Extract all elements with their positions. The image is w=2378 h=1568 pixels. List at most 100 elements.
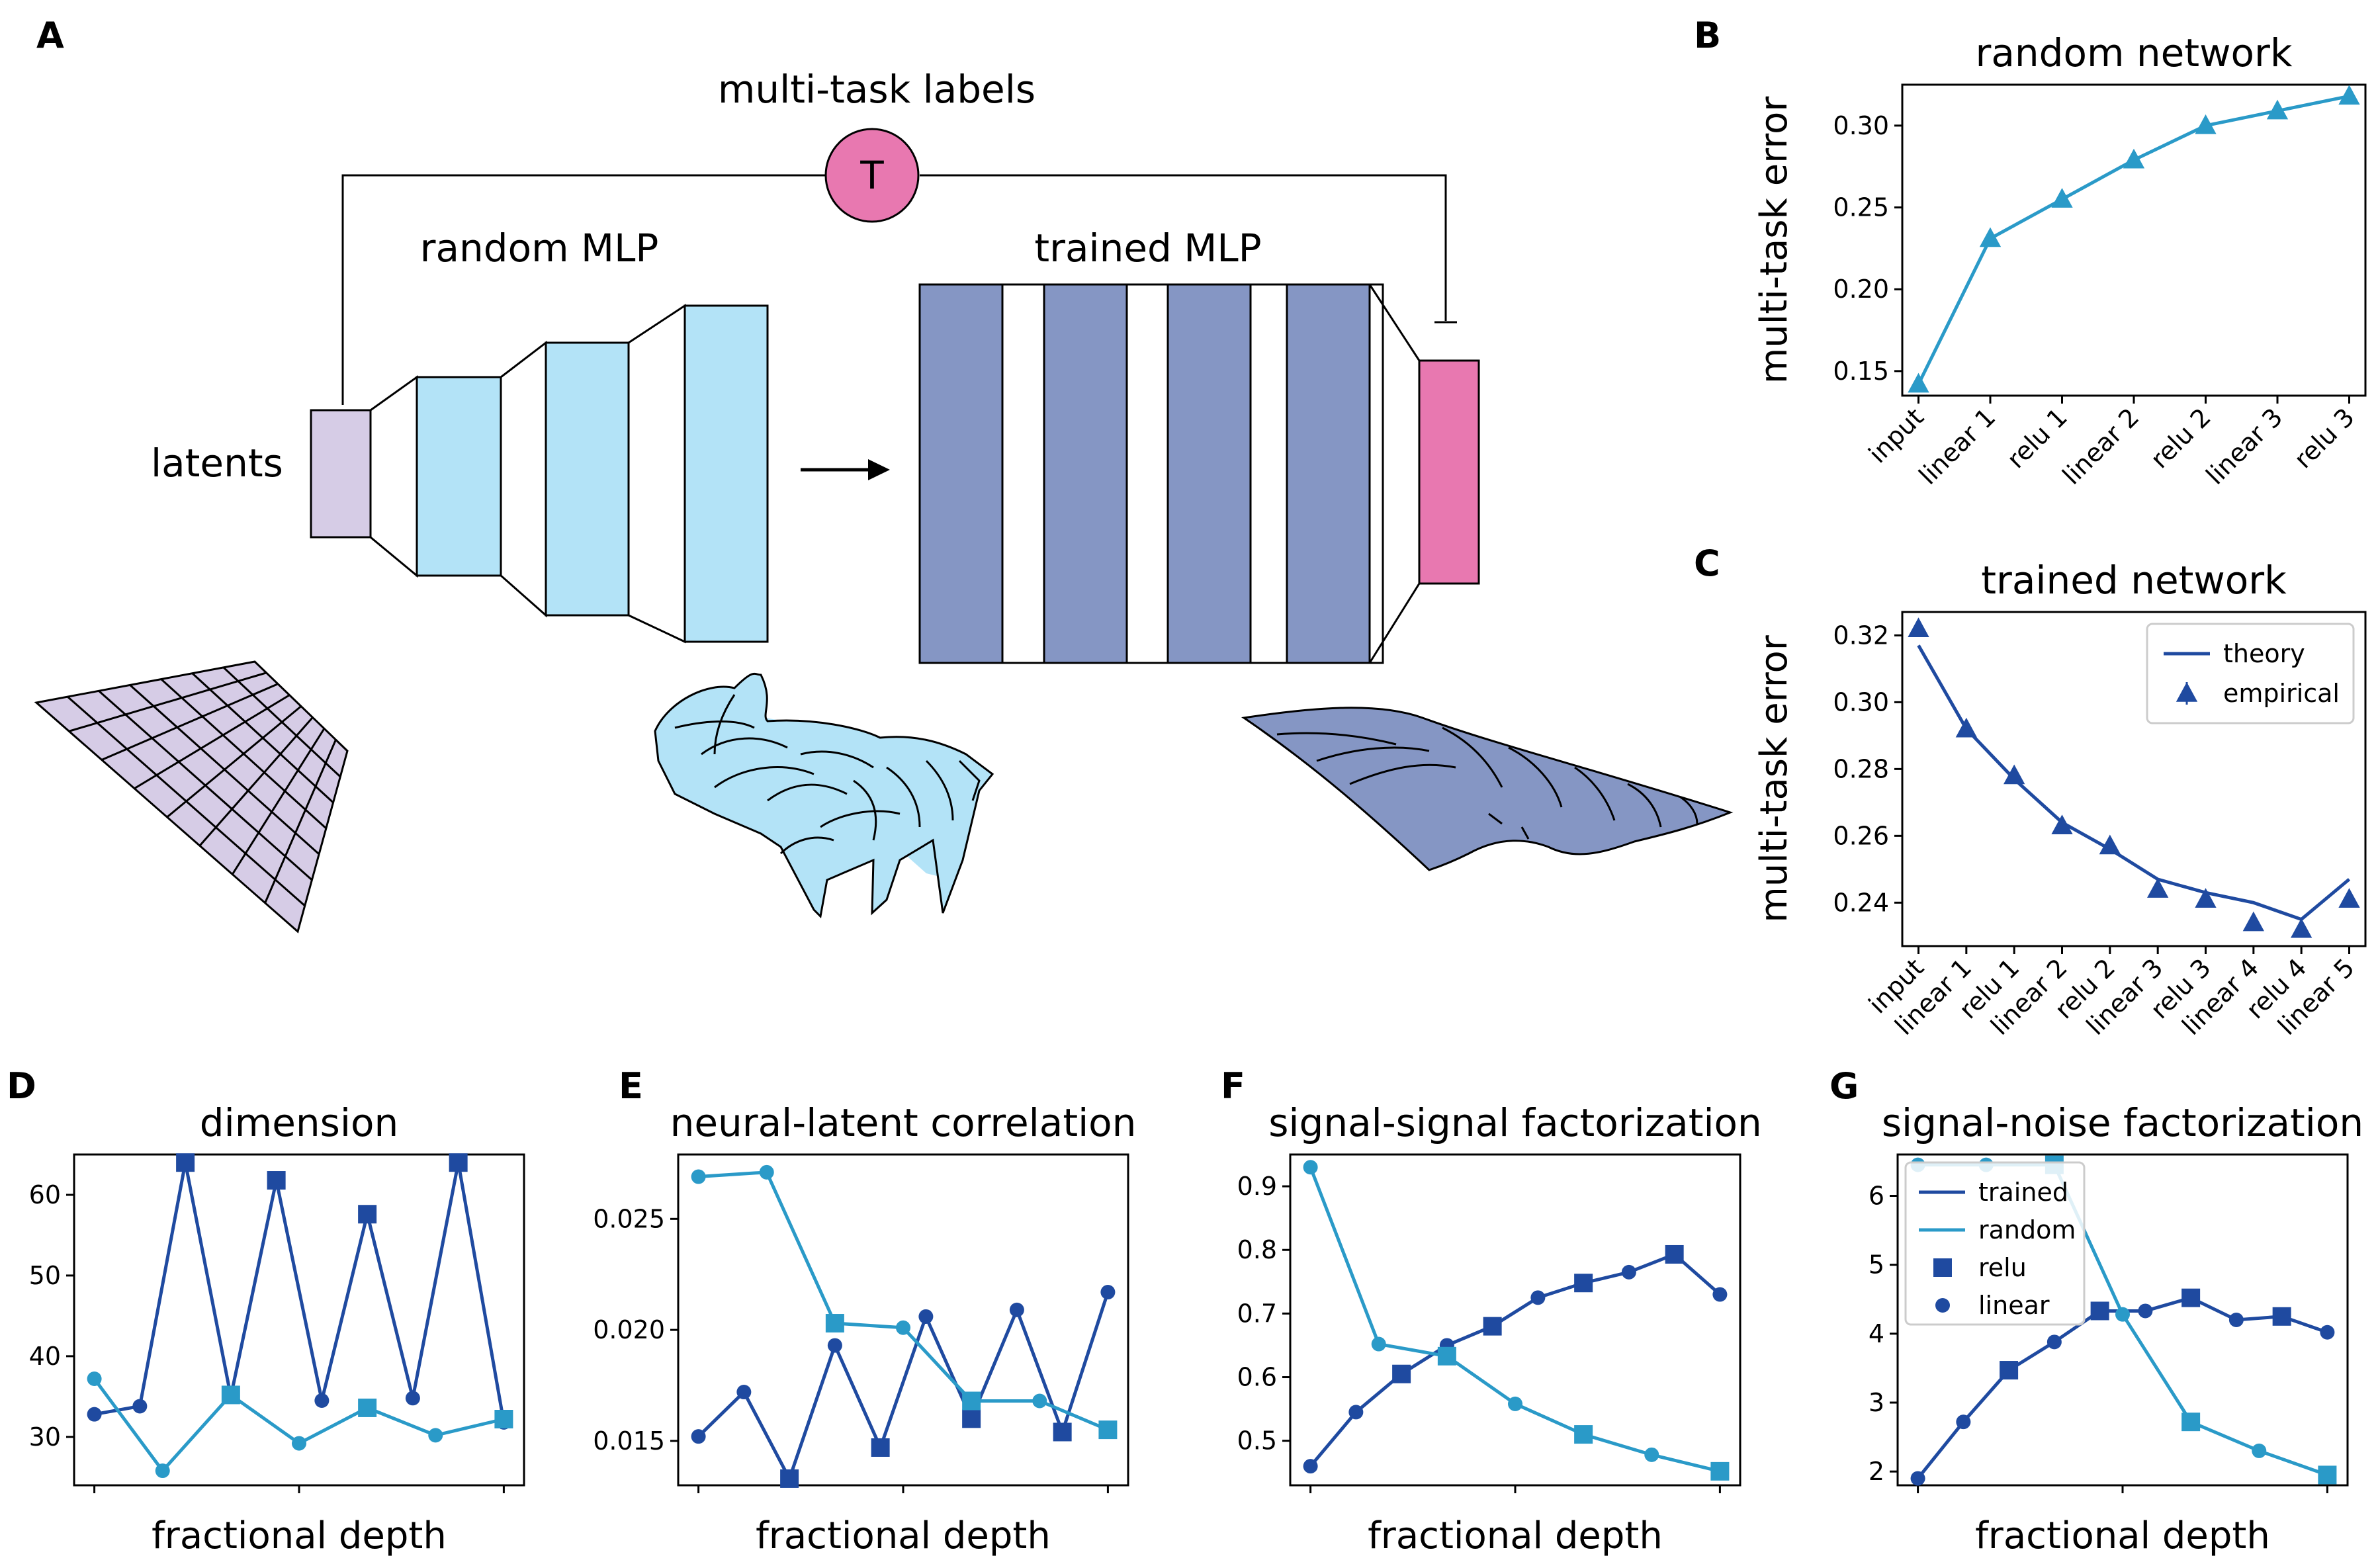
chart-title: neural-latent correlation bbox=[670, 1100, 1137, 1145]
trained-linear-point bbox=[314, 1393, 330, 1408]
x-tick-label: relu 3 bbox=[2289, 402, 2360, 474]
y-tick-label: 0.20 bbox=[1833, 275, 1889, 304]
y-tick-label: 0.5 bbox=[1237, 1426, 1277, 1456]
trained-linear-point bbox=[132, 1399, 148, 1414]
random-line bbox=[93, 1377, 504, 1473]
theory-line bbox=[1917, 644, 2351, 922]
random-linear-point bbox=[1032, 1393, 1047, 1409]
trained-linear-point bbox=[1303, 1459, 1318, 1474]
empirical-point bbox=[1908, 617, 1929, 637]
y-tick-label: 5 bbox=[1869, 1250, 1884, 1280]
x-axis-label: fractional depth bbox=[756, 1514, 1051, 1557]
y-tick-label: 0.15 bbox=[1833, 357, 1889, 386]
empirical-point bbox=[2051, 814, 2073, 834]
data-point bbox=[2266, 99, 2289, 120]
random-relu-point bbox=[2181, 1413, 2201, 1432]
random-relu-point bbox=[2318, 1465, 2337, 1485]
random-layer-1 bbox=[416, 376, 502, 577]
trained-linear-point bbox=[1100, 1285, 1116, 1300]
y-tick-label: 0.30 bbox=[1833, 687, 1889, 717]
random-connector-1 bbox=[369, 375, 418, 578]
latent-grid-line bbox=[198, 717, 314, 847]
y-tick-label: 0.8 bbox=[1237, 1235, 1277, 1264]
data-point bbox=[2338, 85, 2360, 105]
random-linear-point bbox=[292, 1436, 306, 1451]
y-tick-label: 60 bbox=[29, 1180, 61, 1209]
random-linear-point bbox=[759, 1164, 774, 1180]
trained-linear-point bbox=[827, 1338, 842, 1353]
y-tick-label: 50 bbox=[29, 1261, 61, 1290]
trained-relu-point bbox=[1665, 1244, 1684, 1264]
legend-label: linear bbox=[1978, 1291, 2050, 1320]
legend-marker-linear bbox=[1935, 1298, 1950, 1313]
trained-relu-point bbox=[962, 1409, 981, 1428]
latent-to-label-line bbox=[341, 174, 827, 405]
empirical-point bbox=[2195, 888, 2217, 908]
panel-label-a: A bbox=[36, 15, 64, 56]
y-tick-label: 0.9 bbox=[1237, 1172, 1277, 1201]
trained-line bbox=[697, 1291, 1110, 1483]
trained-linear-point bbox=[2320, 1325, 2335, 1340]
axes-frame bbox=[1901, 611, 2367, 947]
legend-label: relu bbox=[1978, 1253, 2027, 1282]
random-relu-point bbox=[221, 1385, 240, 1405]
chart-title: dimension bbox=[200, 1100, 398, 1145]
latent-layer bbox=[310, 409, 372, 539]
trained-relu-point bbox=[1574, 1274, 1593, 1293]
y-tick-label: 2 bbox=[1869, 1457, 1884, 1486]
panel-label-b: B bbox=[1694, 15, 1721, 56]
random-relu-point bbox=[1437, 1346, 1456, 1366]
trained-linear-point bbox=[736, 1385, 752, 1400]
x-tick-label: relu 2 bbox=[2145, 402, 2217, 474]
latent-grid-line bbox=[68, 672, 267, 732]
trained-relu-point bbox=[1483, 1317, 1502, 1336]
trained-relu-point bbox=[2090, 1301, 2109, 1321]
legend-label-empirical: empirical bbox=[2223, 679, 2340, 708]
empirical-point bbox=[1955, 717, 1977, 738]
trained-linear-point bbox=[1530, 1290, 1546, 1305]
data-point bbox=[1979, 227, 2002, 247]
panel-label-e: E bbox=[619, 1065, 643, 1107]
x-tick-label: linear 1 bbox=[1914, 402, 2002, 490]
random-connector-2 bbox=[500, 340, 547, 618]
random-mlp-text: random MLP bbox=[420, 226, 659, 271]
trained-layer-4 bbox=[1286, 283, 1371, 664]
legend-box bbox=[2146, 623, 2355, 724]
random-relu-point bbox=[494, 1410, 513, 1428]
trained-linear-point bbox=[2228, 1313, 2244, 1327]
y-tick-label: 0.25 bbox=[1833, 193, 1889, 222]
random-linear-point bbox=[1508, 1396, 1522, 1411]
y-tick-label: 3 bbox=[1869, 1388, 1884, 1417]
x-tick-label: input bbox=[1863, 402, 1929, 468]
trained-linear-point bbox=[918, 1309, 934, 1324]
latent-grid-line bbox=[134, 694, 290, 790]
y-tick-label: 40 bbox=[29, 1342, 61, 1371]
architecture-diagram: T multi-task labels random MLP trained M… bbox=[34, 67, 1734, 934]
random-linear-point bbox=[87, 1372, 102, 1387]
random-linear-point bbox=[691, 1169, 706, 1184]
trained-relu-point bbox=[358, 1205, 377, 1224]
axes-frame bbox=[73, 1153, 525, 1487]
random-linear-point bbox=[896, 1320, 910, 1335]
random-connector-3 bbox=[627, 304, 686, 644]
y-axis-label: multi-task error bbox=[1753, 96, 1796, 384]
y-tick-label: 6 bbox=[1869, 1182, 1884, 1211]
output-layer bbox=[1418, 359, 1480, 585]
random-linear-point bbox=[1303, 1160, 1318, 1175]
trained-line bbox=[94, 1162, 506, 1423]
empirical-point bbox=[2242, 911, 2264, 932]
legend-marker-relu bbox=[1933, 1258, 1952, 1277]
data-point bbox=[1908, 372, 1929, 393]
y-tick-label: 0.025 bbox=[593, 1204, 665, 1233]
trained-relu-point bbox=[871, 1438, 890, 1457]
y-tick-label: 0.30 bbox=[1833, 111, 1889, 140]
x-tick-label: linear 2 bbox=[2057, 402, 2145, 490]
empirical-point bbox=[2099, 834, 2121, 855]
random-manifold bbox=[654, 672, 994, 919]
trained-linear-point bbox=[1621, 1264, 1636, 1280]
trained-relu-point bbox=[2272, 1307, 2291, 1326]
y-axis-label: multi-task error bbox=[1753, 634, 1796, 923]
empirical-point bbox=[2004, 764, 2025, 785]
random-relu-point bbox=[1098, 1420, 1118, 1440]
trained-linear-point bbox=[1009, 1302, 1024, 1317]
